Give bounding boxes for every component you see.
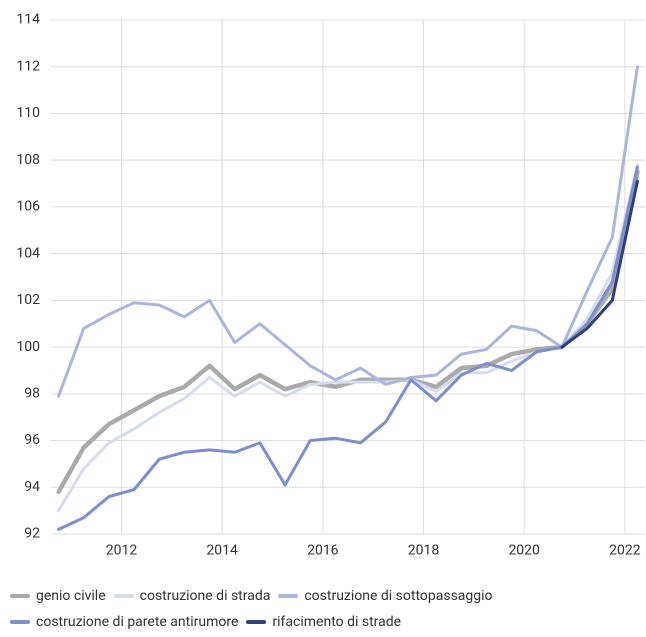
legend-label: costruzione di parete antirumore — [36, 614, 239, 630]
legend-item: costruzione di parete antirumore — [10, 614, 238, 630]
legend-swatch — [113, 594, 134, 598]
legend-label: costruzione di strada — [139, 588, 271, 604]
y-tick-label: 104 — [16, 245, 40, 261]
x-tick-label: 2020 — [508, 543, 540, 559]
legend-item: costruzione di sottopassaggio — [278, 588, 493, 604]
legend-item: costruzione di strada — [113, 588, 271, 604]
y-tick-label: 100 — [16, 339, 40, 355]
legend-item: genio civile — [10, 588, 106, 604]
x-tick-label: 2012 — [106, 543, 138, 559]
x-tick-label: 2018 — [408, 543, 440, 559]
x-tick-label: 2016 — [307, 543, 339, 559]
series-line — [57, 65, 639, 398]
series-line — [57, 165, 639, 531]
y-tick-label: 108 — [16, 152, 40, 168]
legend-label: genio civile — [36, 588, 106, 604]
y-tick-label: 106 — [16, 199, 40, 215]
legend: genio civile costruzione di strada costruz… — [10, 588, 640, 630]
series-line — [560, 179, 639, 349]
series-line — [57, 163, 639, 513]
legend-label: costruzione di sottopassaggio — [304, 588, 493, 604]
legend-swatch — [278, 594, 299, 598]
legend-swatch — [10, 594, 30, 598]
legend-item: rifacimento di strade — [246, 614, 401, 630]
x-tick-label: 2014 — [206, 543, 238, 559]
y-tick-label: 112 — [16, 58, 40, 74]
x-tick-label: 2022 — [609, 543, 641, 559]
legend-swatch — [10, 620, 30, 624]
y-tick-label: 110 — [16, 105, 40, 121]
y-tick-label: 94 — [24, 479, 40, 495]
y-tick-label: 92 — [24, 526, 40, 542]
y-tick-label: 102 — [16, 292, 40, 308]
y-tick-label: 98 — [24, 386, 40, 402]
legend-swatch — [246, 620, 267, 624]
y-tick-label: 96 — [24, 432, 40, 448]
y-tick-label: 114 — [16, 12, 40, 28]
chart: 92 94 96 98 100 102 104 106 108 110 112 114 2012 2014… — [16, 12, 645, 559]
legend-label: rifacimento di strade — [272, 614, 402, 630]
series-line — [56, 169, 640, 495]
